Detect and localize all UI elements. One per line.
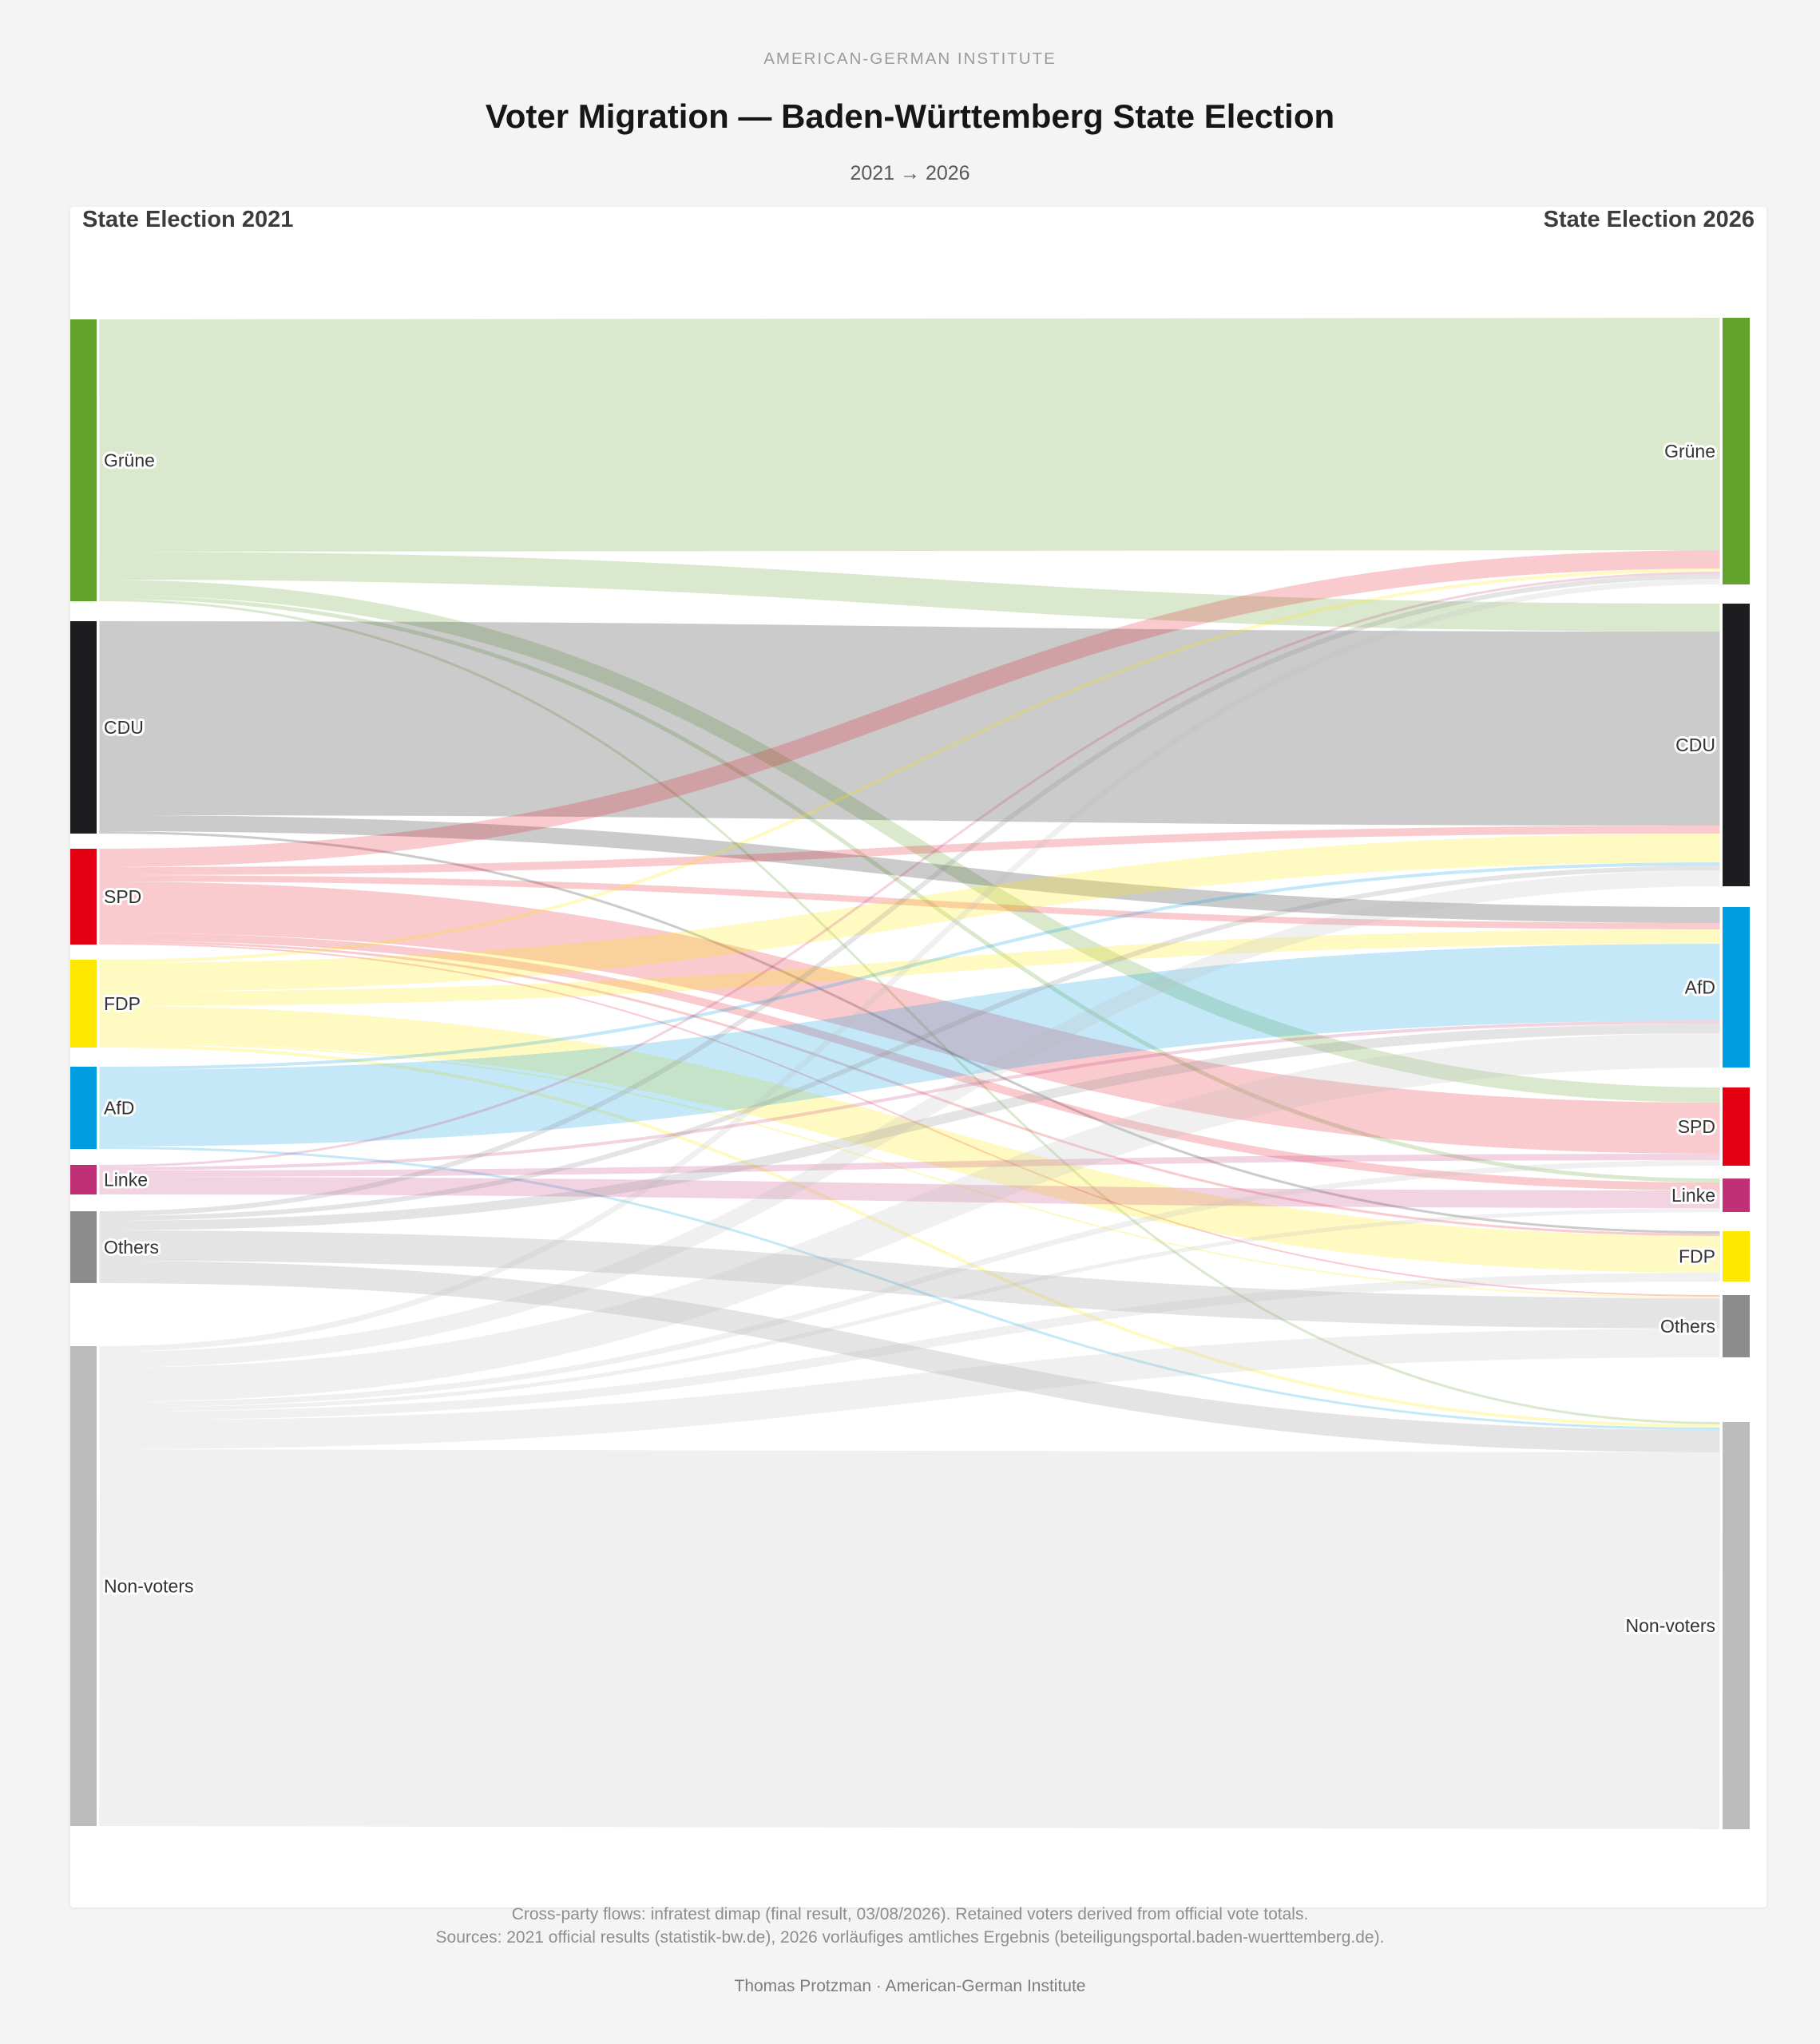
svg-text:Linke: Linke — [104, 1170, 148, 1190]
svg-text:AfD: AfD — [1685, 977, 1715, 998]
svg-text:Grüne: Grüne — [104, 450, 155, 471]
svg-text:FDP: FDP — [104, 993, 141, 1014]
svg-text:Grüne: Grüne — [1664, 441, 1715, 461]
svg-text:Others: Others — [104, 1237, 159, 1258]
svg-text:Others: Others — [1660, 1316, 1715, 1337]
svg-text:FDP: FDP — [1679, 1246, 1715, 1267]
svg-text:SPD: SPD — [104, 886, 141, 907]
svg-text:Non-voters: Non-voters — [1626, 1615, 1715, 1636]
svg-text:AfD: AfD — [104, 1098, 134, 1119]
svg-text:Non-voters: Non-voters — [104, 1576, 193, 1597]
svg-text:Linke: Linke — [1671, 1185, 1715, 1206]
svg-text:SPD: SPD — [1678, 1116, 1715, 1137]
svg-text:CDU: CDU — [1675, 735, 1715, 755]
svg-text:CDU: CDU — [104, 717, 144, 738]
